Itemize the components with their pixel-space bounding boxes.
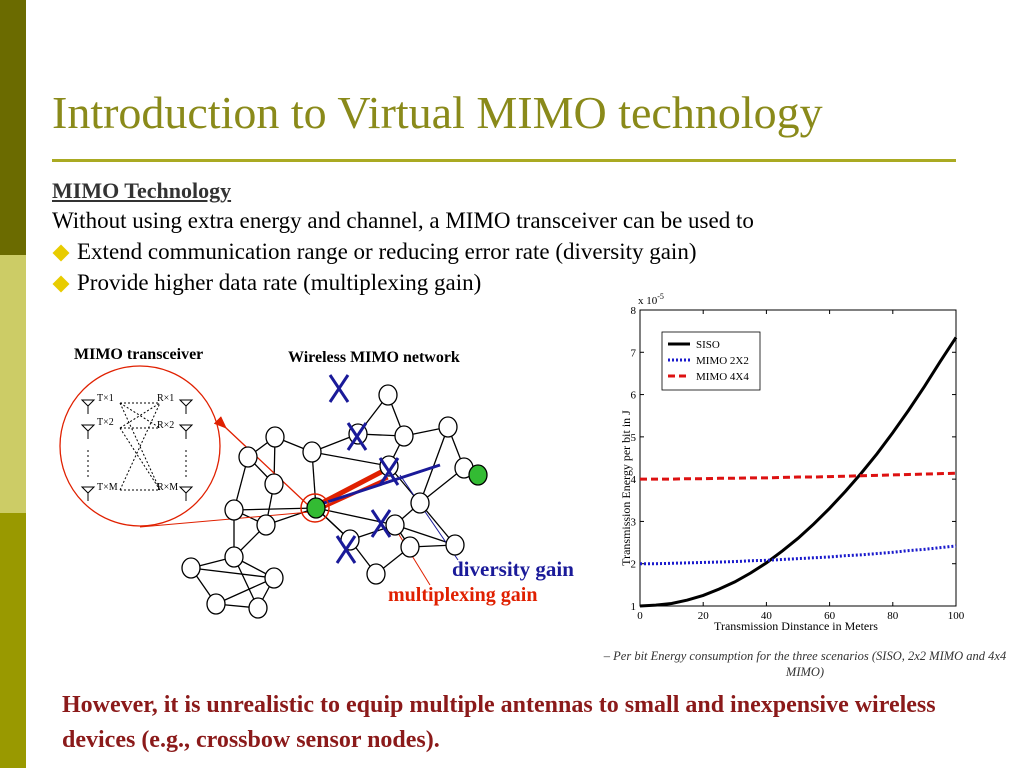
y-tick-label: 5 [631,432,637,444]
network-edge [233,507,317,511]
tx-label: T×M [97,482,118,493]
network-node [248,597,268,619]
diversity-link [317,463,441,507]
antenna-array [80,399,194,501]
network-node [385,514,405,536]
plot-frame [639,309,957,607]
network-node [256,514,276,536]
energy-chart: x 10-5 Transmission Energy per bit in J … [619,292,965,633]
cross-icon [346,422,368,451]
network-node [410,492,430,514]
side-bar-top [0,0,26,255]
network-node [224,499,244,521]
active-node [468,464,488,486]
chart-caption: – Per bit Energy consumption for the thr… [603,649,1007,679]
rx-label: R×1 [157,393,174,404]
legend-label: MIMO 4X4 [696,371,749,383]
x-tick-label: 80 [887,610,899,622]
bullet-item: Extend communication range or reducing e… [52,239,696,265]
network-node [445,534,465,556]
antenna-icon [80,399,96,414]
network-edge [311,451,390,467]
callout-line [213,416,309,506]
antenna-icon [80,424,96,439]
legend-label: SISO [696,339,720,351]
cross-icon [335,535,357,564]
y-axis-label: Transmission Energy per bit in J [619,410,633,566]
x-tick-label: 60 [824,610,836,622]
mimo-network-diagram: T×1 T×2 T×M R×1 R×2 R×M [59,365,488,619]
tx-label: T×1 [97,393,114,404]
rx-label: R×M [157,482,178,493]
blocked-link-marks [328,374,400,564]
network-node [379,455,399,477]
antenna-icon [178,486,194,501]
multiplexing-link [316,467,387,508]
active-node [306,497,326,519]
network-node [181,557,201,579]
antenna-icon [178,424,194,439]
title-divider [52,159,956,162]
transceiver-callout [59,365,221,527]
multiplexing-gain-label: multiplexing gain [388,584,538,606]
y-tick-label: 6 [631,390,637,402]
network-node [264,473,284,495]
network-node [378,384,398,406]
network-node [265,426,285,448]
highlight-ring [300,493,330,523]
rx-label: R×2 [157,420,174,431]
y-tick-label: 8 [631,305,637,317]
network-node [366,563,386,585]
network-edge [419,426,449,504]
network-node [438,416,458,438]
slide-title: Introduction to Virtual MIMO technology [52,87,823,138]
y-tick-label: 7 [631,347,637,359]
x-tick-label: 100 [948,610,965,622]
cross-icon [378,457,400,486]
network-node [206,593,226,615]
section-heading: MIMO Technology [52,178,232,203]
x-axis-label: Transmission Dinstance in Meters [714,619,878,633]
antenna-icon [178,399,194,414]
network-node [238,446,258,468]
network-node [400,536,420,558]
side-bar-bottom [0,513,26,768]
cross-icon [370,509,392,538]
network-node [394,425,414,447]
legend-box [661,331,761,391]
diversity-gain-label: diversity gain [452,557,574,581]
network-node [224,546,244,568]
tx-label: T×2 [97,417,114,428]
series-line-mimo-2x2 [640,544,957,566]
diamond-bullet-icon [52,275,70,293]
network-edge [190,567,275,579]
y-tick-label: 2 [631,559,637,571]
series-line-mimo-4x4 [640,471,957,481]
x-tick-label: 40 [761,610,773,622]
network-node [302,441,322,463]
network-label: Wireless MIMO network [288,349,460,366]
intro-text: Without using extra energy and channel, … [52,208,754,233]
side-bar-middle [0,255,26,513]
transceiver-label: MIMO transceiver [74,346,204,363]
bullet-text: Extend communication range or reducing e… [77,239,697,264]
antenna-icon [80,486,96,501]
y-tick-label: 4 [631,474,637,486]
series-line-siso [639,336,958,608]
network-node [264,567,284,589]
conclusion-text: However, it is unrealistic to equip mult… [62,692,936,753]
bullet-item: Provide higher data rate (multiplexing g… [52,270,481,296]
cross-icon [328,374,350,403]
x-tick-label: 0 [637,610,643,622]
callout-line [139,511,311,528]
x-tick-label: 20 [698,610,710,622]
bullet-text: Provide higher data rate (multiplexing g… [77,270,482,295]
y-tick-label: 1 [631,601,637,613]
y-tick-label: 3 [631,516,637,528]
diamond-bullet-icon [52,244,70,262]
legend-label: MIMO 2X2 [696,355,749,367]
network-edge [215,577,275,605]
chart-multiplier: x 10-5 [638,292,664,307]
